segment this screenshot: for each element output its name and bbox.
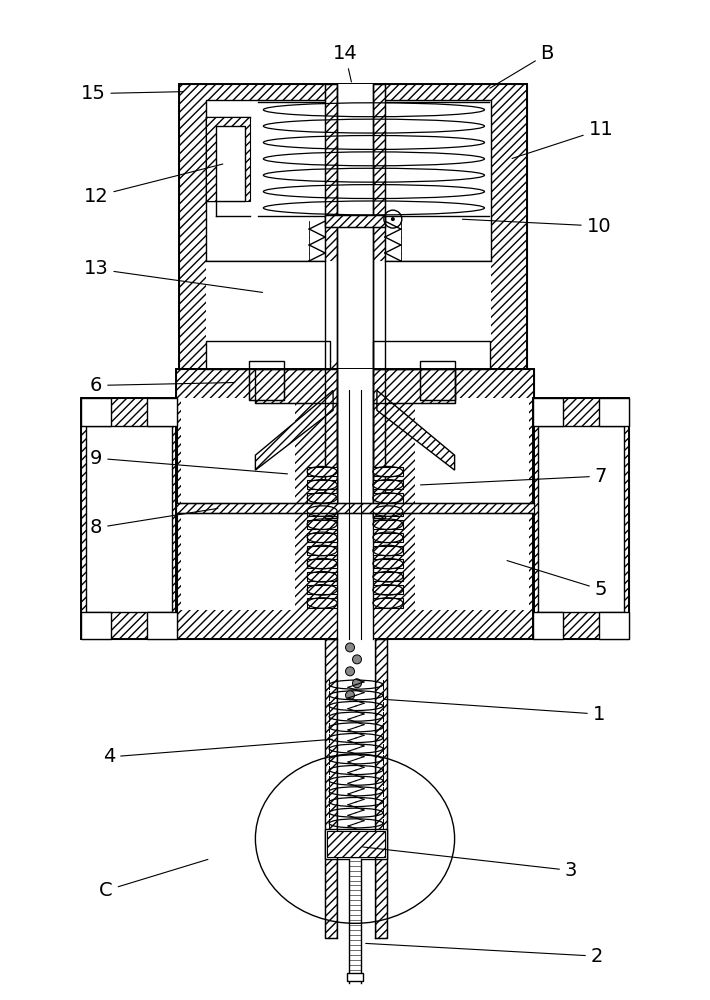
Bar — [179, 84, 528, 369]
Bar — [375, 639, 387, 938]
Bar — [375, 639, 387, 938]
Bar — [373, 572, 403, 581]
Bar — [307, 506, 337, 516]
Bar — [325, 84, 337, 518]
Circle shape — [346, 643, 354, 652]
Polygon shape — [377, 390, 454, 470]
Bar — [175, 369, 535, 639]
Bar — [533, 612, 563, 639]
Bar — [307, 493, 337, 503]
Bar — [81, 398, 111, 426]
Text: B: B — [490, 44, 554, 88]
Bar — [337, 369, 373, 639]
Bar — [307, 520, 337, 529]
Bar — [206, 341, 330, 369]
Bar — [373, 480, 403, 489]
Bar — [337, 639, 375, 938]
Bar — [179, 84, 528, 369]
Text: 2: 2 — [366, 943, 604, 966]
Bar — [373, 341, 491, 369]
Bar — [327, 831, 385, 857]
Bar — [373, 493, 403, 503]
Bar — [256, 369, 454, 403]
Text: 3: 3 — [363, 847, 577, 880]
Bar — [533, 398, 629, 639]
Bar — [307, 598, 337, 608]
Bar — [325, 639, 337, 938]
Bar — [349, 859, 361, 978]
Bar — [347, 973, 363, 981]
Bar — [175, 503, 535, 513]
Circle shape — [346, 667, 354, 676]
Bar — [373, 533, 403, 542]
Bar — [216, 126, 246, 201]
Bar — [325, 84, 337, 518]
Bar — [599, 398, 629, 426]
Bar — [349, 390, 361, 639]
Text: 12: 12 — [84, 164, 223, 206]
Bar — [599, 612, 629, 639]
Text: 9: 9 — [90, 449, 288, 474]
Bar — [206, 100, 491, 261]
Bar — [533, 398, 563, 426]
Bar — [180, 398, 295, 610]
Bar — [307, 572, 337, 581]
Text: 4: 4 — [103, 739, 332, 766]
Bar — [415, 398, 530, 610]
Text: 1: 1 — [385, 699, 605, 724]
Bar — [373, 520, 403, 529]
Bar — [373, 467, 403, 476]
Bar — [325, 215, 385, 227]
Circle shape — [346, 691, 354, 700]
Bar — [420, 361, 454, 400]
Bar — [373, 506, 403, 516]
Bar — [373, 585, 403, 594]
Bar — [175, 503, 535, 513]
Circle shape — [352, 655, 361, 664]
Bar — [307, 546, 337, 555]
Bar — [307, 533, 337, 542]
Bar — [175, 369, 535, 639]
Bar — [373, 84, 385, 518]
Bar — [206, 261, 491, 361]
Text: C: C — [99, 859, 208, 900]
Bar — [325, 215, 385, 227]
Bar — [307, 585, 337, 594]
Bar — [373, 546, 403, 555]
Bar — [147, 398, 177, 426]
Bar — [307, 559, 337, 568]
Bar — [86, 426, 172, 612]
Bar — [256, 369, 454, 403]
Bar — [81, 612, 111, 639]
Bar — [373, 559, 403, 568]
Text: 5: 5 — [507, 561, 607, 599]
Bar — [325, 829, 387, 859]
Bar — [373, 598, 403, 608]
Bar — [538, 426, 624, 612]
Circle shape — [391, 217, 395, 221]
Text: 6: 6 — [90, 376, 235, 395]
Bar — [533, 398, 629, 639]
Bar — [249, 361, 284, 400]
Text: 14: 14 — [333, 44, 357, 82]
Bar — [147, 612, 177, 639]
Text: 7: 7 — [420, 467, 607, 486]
Bar — [307, 467, 337, 476]
Text: 11: 11 — [512, 120, 613, 158]
Bar — [81, 398, 177, 639]
Circle shape — [352, 679, 361, 688]
Bar — [307, 480, 337, 489]
Text: 13: 13 — [84, 259, 263, 292]
Bar — [81, 398, 177, 639]
Bar — [337, 84, 373, 518]
Text: 15: 15 — [81, 84, 183, 103]
Text: 8: 8 — [90, 508, 218, 537]
Bar — [325, 639, 337, 938]
Bar — [373, 84, 385, 518]
Bar — [420, 361, 454, 400]
Bar — [249, 361, 284, 400]
Bar — [206, 117, 251, 201]
Text: 10: 10 — [462, 217, 611, 236]
Polygon shape — [256, 390, 333, 470]
